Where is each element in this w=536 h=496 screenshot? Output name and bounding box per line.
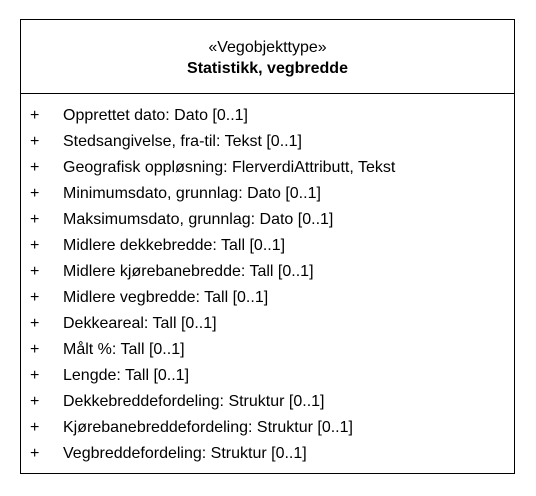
attribute-row: + Midlere kjørebanebredde: Tall [0..1] xyxy=(21,259,514,285)
attribute-visibility: + xyxy=(30,393,40,410)
class-name: Statistikk, vegbredde xyxy=(187,59,348,77)
attribute-text: Midlere vegbredde: Tall [0..1] xyxy=(63,289,269,306)
attribute-visibility: + xyxy=(30,237,40,254)
attribute-row: + Dekkebreddefordeling: Struktur [0..1] xyxy=(21,389,514,415)
attribute-text: Opprettet dato: Dato [0..1] xyxy=(63,107,248,124)
attribute-text: Geografisk oppløsning: FlerverdiAttribut… xyxy=(63,159,396,176)
class-stereotype: «Vegobjekttype» xyxy=(208,38,327,56)
attribute-visibility: + xyxy=(30,107,40,124)
attribute-text: Minimumsdato, grunnlag: Dato [0..1] xyxy=(63,185,321,202)
attribute-row: + Minimumsdato, grunnlag: Dato [0..1] xyxy=(21,181,514,207)
attribute-row: + Kjørebanebreddefordeling: Struktur [0.… xyxy=(21,415,514,441)
attribute-row: + Lengde: Tall [0..1] xyxy=(21,363,514,389)
attribute-row: + Midlere dekkebredde: Tall [0..1] xyxy=(21,233,514,259)
attribute-text: Midlere dekkebredde: Tall [0..1] xyxy=(63,237,286,254)
attribute-row: + Målt %: Tall [0..1] xyxy=(21,337,514,363)
attribute-visibility: + xyxy=(30,133,40,150)
attribute-visibility: + xyxy=(30,185,40,202)
attribute-text: Dekkebreddefordeling: Struktur [0..1] xyxy=(63,393,325,410)
attribute-visibility: + xyxy=(30,367,40,384)
attribute-text: Stedsangivelse, fra-til: Tekst [0..1] xyxy=(63,133,302,150)
attribute-row: + Dekkeareal: Tall [0..1] xyxy=(21,311,514,337)
attribute-text: Lengde: Tall [0..1] xyxy=(63,367,190,384)
attribute-visibility: + xyxy=(30,211,40,228)
class-header: «Vegobjekttype» Statistikk, vegbredde xyxy=(21,20,514,94)
attribute-visibility: + xyxy=(30,341,40,358)
attribute-text: Dekkeareal: Tall [0..1] xyxy=(63,315,217,332)
uml-class-box: «Vegobjekttype» Statistikk, vegbredde + … xyxy=(20,19,515,474)
attribute-row: + Stedsangivelse, fra-til: Tekst [0..1] xyxy=(21,129,514,155)
attribute-row: + Geografisk oppløsning: FlerverdiAttrib… xyxy=(21,155,514,181)
attribute-visibility: + xyxy=(30,445,40,462)
attribute-row: + Vegbreddefordeling: Struktur [0..1] xyxy=(21,441,514,467)
attribute-row: + Maksimumsdato, grunnlag: Dato [0..1] xyxy=(21,207,514,233)
attribute-text: Midlere kjørebanebredde: Tall [0..1] xyxy=(63,263,314,280)
attribute-text: Vegbreddefordeling: Struktur [0..1] xyxy=(63,445,307,462)
attribute-visibility: + xyxy=(30,289,40,306)
attribute-text: Kjørebanebreddefordeling: Struktur [0..1… xyxy=(63,419,353,436)
attribute-list: + Opprettet dato: Dato [0..1] + Stedsang… xyxy=(21,94,514,467)
attribute-visibility: + xyxy=(30,159,40,176)
attribute-visibility: + xyxy=(30,263,40,280)
attribute-row: + Midlere vegbredde: Tall [0..1] xyxy=(21,285,514,311)
attribute-row: + Opprettet dato: Dato [0..1] xyxy=(21,103,514,129)
attribute-visibility: + xyxy=(30,315,40,332)
attribute-text: Målt %: Tall [0..1] xyxy=(63,341,185,358)
attribute-text: Maksimumsdato, grunnlag: Dato [0..1] xyxy=(63,211,334,228)
attribute-visibility: + xyxy=(30,419,40,436)
